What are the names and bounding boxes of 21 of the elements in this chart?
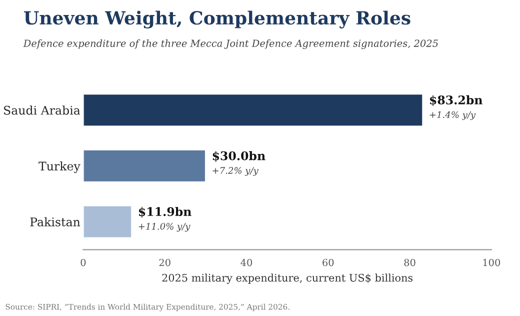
bar xyxy=(83,149,206,183)
x-tick-label: 60 xyxy=(322,258,334,266)
x-tick-label: 0 xyxy=(80,258,86,266)
x-tick-label: 80 xyxy=(404,258,416,266)
x-axis-title: 2025 military expenditure, current US$ billions xyxy=(162,274,413,284)
y-tick-label: Saudi Arabia xyxy=(4,106,80,115)
x-tick-label: 100 xyxy=(483,258,500,266)
y-tick-label: Turkey xyxy=(38,161,80,174)
chart-subtitle: Defence expenditure of the three Mecca Joint Defence Agreement signatories, 2025 xyxy=(23,39,438,49)
data-label: $11.9bn xyxy=(138,206,192,218)
x-tick-label: 20 xyxy=(159,258,170,266)
annotation: +7.2% y/y xyxy=(212,167,258,176)
chart-title: Uneven Weight, Complementary Roles xyxy=(24,10,410,28)
annotation: +1.4% y/y xyxy=(430,111,476,120)
data-label: $83.2bn xyxy=(430,95,482,106)
x-tick-label: 40 xyxy=(240,258,252,266)
y-tick-label: Pakistan xyxy=(30,217,80,226)
bar xyxy=(83,204,132,239)
data-label: $30.0bn xyxy=(212,151,266,162)
bar xyxy=(83,93,424,127)
annotation: +11.0% y/y xyxy=(138,222,190,232)
